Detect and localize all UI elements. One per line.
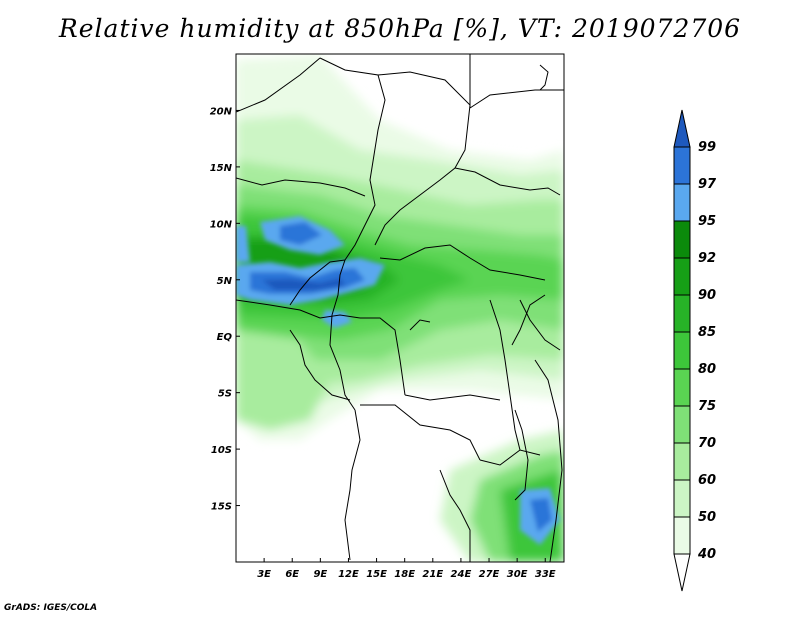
colorbar-label: 50	[698, 510, 716, 525]
colorbar-swatch	[673, 183, 691, 222]
lon-tick-label: 30E	[507, 569, 528, 580]
lon-tick-label: 6E	[285, 569, 299, 580]
colorbar-swatch	[673, 516, 691, 555]
colorbar-label: 80	[698, 362, 716, 377]
lat-tick-label: 5S	[218, 389, 232, 400]
colorbar-swatch	[673, 368, 691, 407]
longitude-axis: 3E 6E 9E 12E 15E 18E 21E 24E 27E 30E 33E	[257, 558, 556, 580]
colorbar-swatch	[673, 442, 691, 481]
colorbar-swatch	[673, 331, 691, 370]
colorbar-label: 85	[698, 325, 716, 340]
lon-tick-label: 15E	[366, 569, 387, 580]
colorbar: 40 50 60 70 75 80 85 90 92 95 97 99	[673, 109, 717, 592]
colorbar-label: 97	[698, 177, 717, 192]
footer-credit: GrADS: IGES/COLA	[4, 603, 98, 613]
colorbar-label: 40	[697, 547, 716, 562]
colorbar-swatch	[673, 109, 691, 148]
colorbar-swatch	[673, 146, 691, 185]
lat-tick-label: 15N	[210, 163, 233, 174]
colorbar-swatch	[673, 553, 691, 592]
lat-tick-label: EQ	[217, 332, 233, 343]
country-borders	[236, 54, 564, 562]
latitude-axis: 20N 15N 10N 5N EQ 5S 10S 15S	[210, 106, 240, 513]
colorbar-swatch	[673, 294, 691, 333]
lon-tick-label: 27E	[479, 569, 500, 580]
map-title: Relative humidity at 850hPa [%], VT: 201…	[58, 14, 742, 43]
lon-tick-label: 12E	[338, 569, 359, 580]
colorbar-label: 92	[698, 251, 716, 266]
colorbar-swatch	[673, 257, 691, 296]
colorbar-swatch	[673, 479, 691, 518]
lon-tick-label: 18E	[394, 569, 415, 580]
humidity-field	[236, 55, 564, 562]
colorbar-label: 60	[698, 473, 716, 488]
colorbar-swatch	[673, 220, 691, 259]
colorbar-label: 70	[698, 436, 716, 451]
colorbar-label: 90	[698, 288, 716, 303]
lon-tick-label: 9E	[313, 569, 327, 580]
lon-tick-label: 24E	[451, 569, 472, 580]
map-frame	[235, 53, 565, 563]
colorbar-label: 99	[698, 140, 716, 155]
lat-tick-label: 10N	[210, 219, 233, 230]
colorbar-label: 95	[698, 214, 716, 229]
lat-tick-label: 10S	[211, 445, 232, 456]
colorbar-swatch	[673, 405, 691, 444]
lat-tick-label: 15S	[211, 502, 232, 513]
colorbar-label: 75	[698, 399, 716, 414]
lon-tick-label: 21E	[422, 569, 443, 580]
lon-tick-label: 3E	[257, 569, 271, 580]
lon-tick-label: 33E	[535, 569, 556, 580]
lat-tick-label: 5N	[217, 276, 233, 287]
lat-tick-label: 20N	[210, 106, 233, 117]
